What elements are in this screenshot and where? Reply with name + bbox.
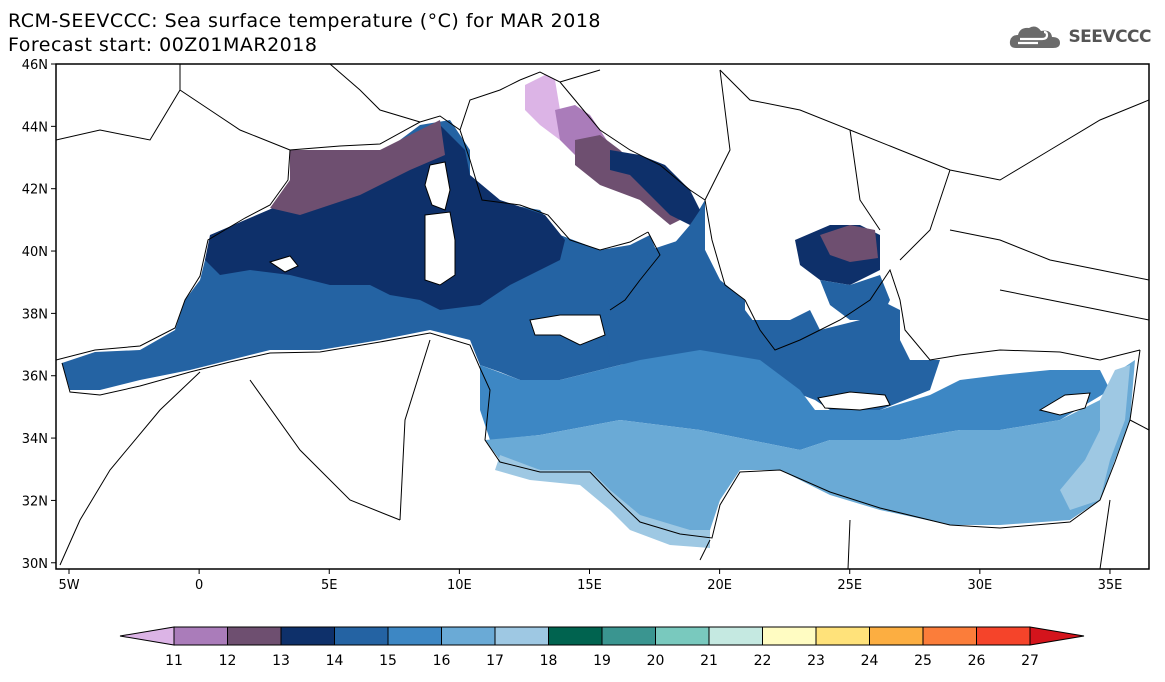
lon-tick-label: 5E (321, 578, 338, 593)
colorbar-swatch (869, 626, 924, 646)
lat-tick-label: 40N (22, 245, 48, 260)
lat-tick-label: 30N (22, 557, 48, 572)
lon-tick-label: 10E (447, 578, 472, 593)
colorbar-swatch (922, 626, 977, 646)
lat-tick-label: 42N (22, 183, 48, 198)
lon-tick-label: 0 (195, 578, 203, 593)
colorbar-swatch (976, 626, 1031, 646)
colorbar-label: 24 (861, 653, 879, 669)
sst-field (56, 64, 1149, 569)
colorbar-label: 22 (754, 653, 772, 669)
island-crete (817, 391, 891, 411)
sst-zone-15-aegean (820, 275, 890, 320)
colorbar-swatch (280, 626, 335, 646)
colorbar-label: 27 (1021, 653, 1039, 669)
sst-zone-18-libya (495, 455, 710, 548)
lon-tick-label: 35E (1098, 578, 1123, 593)
colorbar-label: 18 (540, 653, 558, 669)
lat-tick-label: 32N (22, 494, 48, 509)
colorbar: 11 12 13 14 15 16 17 18 19 20 21 22 23 24 25 26 27 (119, 626, 1085, 669)
colorbar-label: 12 (219, 653, 237, 669)
colorbar-swatch (601, 626, 656, 646)
sst-zone-16-central (480, 350, 1110, 450)
sst-zone-18-east (1060, 365, 1130, 510)
lat-tick-label: 46N (22, 58, 48, 73)
logo-text: SEEVCCC (1068, 27, 1151, 47)
colorbar-swatch (815, 626, 870, 646)
colorbar-swatch (227, 626, 282, 646)
colorbar-label: 21 (700, 653, 718, 669)
lat-tick-label: 44N (22, 120, 48, 135)
island-mallorca (268, 255, 299, 273)
colorbar-high-arrow (1029, 626, 1085, 646)
lat-tick-label: 34N (22, 432, 48, 447)
forecast-start-label: Forecast start: 00Z01MAR2018 (8, 34, 318, 56)
island-corsica (424, 161, 451, 211)
colorbar-swatch (494, 626, 549, 646)
colorbar-low-arrow (119, 626, 175, 646)
coastlines (56, 64, 1149, 569)
colorbar-swatch (762, 626, 817, 646)
colorbar-swatch (441, 626, 496, 646)
colorbar-label: 19 (593, 653, 611, 669)
colorbar-label: 13 (272, 653, 290, 669)
sst-zone-14-adriatic (610, 150, 700, 225)
colorbar-label: 14 (326, 653, 344, 669)
island-sicily (529, 314, 606, 346)
colorbar-swatch (173, 626, 228, 646)
sst-zone-17-south (485, 360, 1135, 530)
lon-tick-label: 5W (58, 578, 79, 593)
map-frame (55, 63, 1150, 570)
colorbar-swatch (655, 626, 710, 646)
cloud-icon (1010, 26, 1061, 48)
colorbar-label: 11 (165, 653, 183, 669)
colorbar-label: 23 (807, 653, 825, 669)
island-cyprus (1038, 392, 1091, 416)
colorbar-label: 17 (486, 653, 504, 669)
colorbar-label: 15 (379, 653, 397, 669)
sst-zone-13-lion (270, 120, 445, 215)
colorbar-swatch (708, 626, 763, 646)
lat-tick-label: 38N (22, 307, 48, 322)
colorbar-label: 26 (968, 653, 986, 669)
lon-tick-label: 15E (577, 578, 602, 593)
lon-tick-label: 25E (837, 578, 862, 593)
colorbar-swatch (548, 626, 603, 646)
map-title: RCM-SEEVCCC: Sea surface temperature (°C… (8, 10, 602, 32)
colorbar-label: 25 (914, 653, 932, 669)
lon-tick-label: 30E (967, 578, 992, 593)
colorbar-swatch (387, 626, 442, 646)
colorbar-swatch (334, 626, 389, 646)
lon-tick-label: 20E (707, 578, 732, 593)
colorbar-label: 20 (647, 653, 665, 669)
sst-zone-13-adriatic (575, 135, 680, 225)
sst-zone-13-aegean (820, 225, 878, 262)
island-sardinia (424, 211, 456, 286)
map-axes: 5W 0 5E 10E 15E 20E 25E 30E 35E 46N 44N 42N 40N 38N 36… (22, 58, 1123, 593)
lat-tick-label: 36N (22, 370, 48, 385)
sst-zone-15-ionian (600, 210, 760, 370)
colorbar-label: 16 (433, 653, 451, 669)
seevccc-logo: SEEVCCC (1008, 24, 1151, 50)
